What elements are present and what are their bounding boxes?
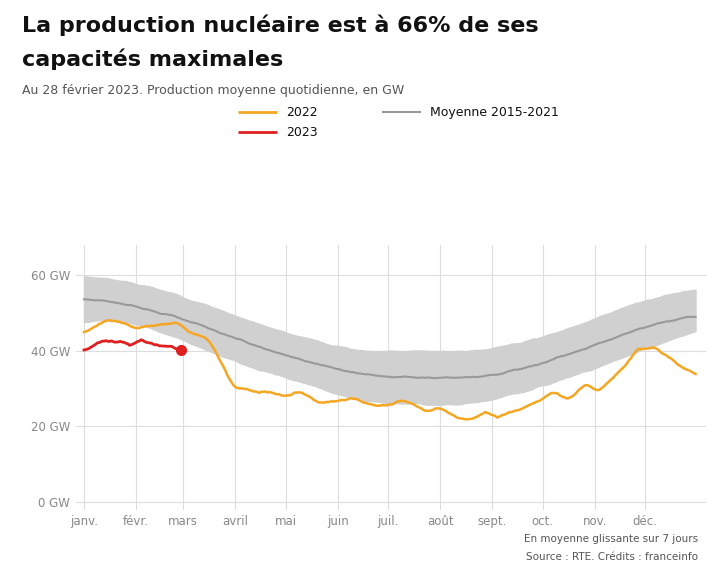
Text: Source : RTE. Crédits : franceinfo: Source : RTE. Crédits : franceinfo — [526, 552, 698, 562]
Text: En moyenne glissante sur 7 jours: En moyenne glissante sur 7 jours — [524, 535, 698, 544]
Text: capacités maximales: capacités maximales — [22, 49, 283, 70]
Text: Au 28 février 2023. Production moyenne quotidienne, en GW: Au 28 février 2023. Production moyenne q… — [22, 84, 404, 97]
Text: Moyenne 2015-2021: Moyenne 2015-2021 — [430, 106, 559, 119]
Text: 2022: 2022 — [286, 106, 318, 119]
Text: La production nucléaire est à 66% de ses: La production nucléaire est à 66% de ses — [22, 14, 539, 36]
Text: 2023: 2023 — [286, 126, 318, 139]
